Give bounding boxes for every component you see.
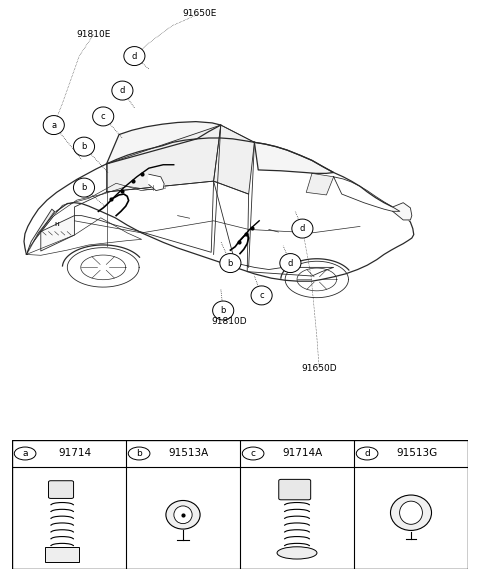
FancyBboxPatch shape: [45, 547, 79, 562]
Text: d: d: [120, 86, 125, 95]
Circle shape: [220, 254, 241, 273]
Circle shape: [73, 178, 95, 197]
Text: d: d: [300, 224, 305, 233]
Ellipse shape: [166, 500, 200, 529]
Circle shape: [93, 107, 114, 126]
Polygon shape: [306, 174, 334, 195]
Ellipse shape: [399, 501, 422, 524]
Text: d: d: [132, 52, 137, 60]
Text: d: d: [364, 449, 370, 458]
Text: 91650D: 91650D: [301, 364, 337, 373]
Ellipse shape: [277, 547, 317, 559]
Text: a: a: [51, 121, 56, 129]
Text: 91810E: 91810E: [76, 30, 111, 39]
Polygon shape: [107, 125, 221, 192]
Text: 91513A: 91513A: [168, 448, 209, 458]
Text: 91513G: 91513G: [396, 448, 437, 458]
Text: H: H: [54, 222, 59, 227]
Polygon shape: [214, 125, 254, 194]
Polygon shape: [41, 216, 74, 251]
Polygon shape: [149, 174, 164, 190]
Text: d: d: [288, 259, 293, 267]
Text: b: b: [81, 142, 87, 151]
Text: b: b: [81, 183, 87, 192]
Circle shape: [242, 447, 264, 460]
Circle shape: [73, 137, 95, 156]
Circle shape: [124, 47, 145, 66]
Text: 91810D: 91810D: [212, 317, 247, 326]
Circle shape: [292, 219, 313, 238]
Text: 91714: 91714: [58, 448, 91, 458]
Ellipse shape: [391, 495, 432, 530]
Text: c: c: [259, 291, 264, 300]
FancyBboxPatch shape: [279, 480, 311, 500]
Polygon shape: [254, 142, 334, 174]
Polygon shape: [26, 209, 55, 254]
Text: 91714A: 91714A: [283, 448, 323, 458]
Polygon shape: [107, 122, 221, 164]
Text: b: b: [220, 306, 226, 315]
Ellipse shape: [174, 506, 192, 524]
Text: c: c: [251, 449, 256, 458]
Text: 91650E: 91650E: [182, 9, 216, 18]
Circle shape: [14, 447, 36, 460]
Circle shape: [128, 447, 150, 460]
Circle shape: [280, 254, 301, 273]
FancyBboxPatch shape: [48, 481, 73, 499]
Text: b: b: [136, 449, 142, 458]
Circle shape: [213, 301, 234, 320]
Text: a: a: [23, 449, 28, 458]
Circle shape: [356, 447, 378, 460]
Polygon shape: [393, 202, 412, 220]
Text: c: c: [101, 112, 106, 121]
Text: b: b: [228, 259, 233, 267]
Circle shape: [251, 286, 272, 305]
Circle shape: [43, 116, 64, 135]
Circle shape: [112, 81, 133, 100]
